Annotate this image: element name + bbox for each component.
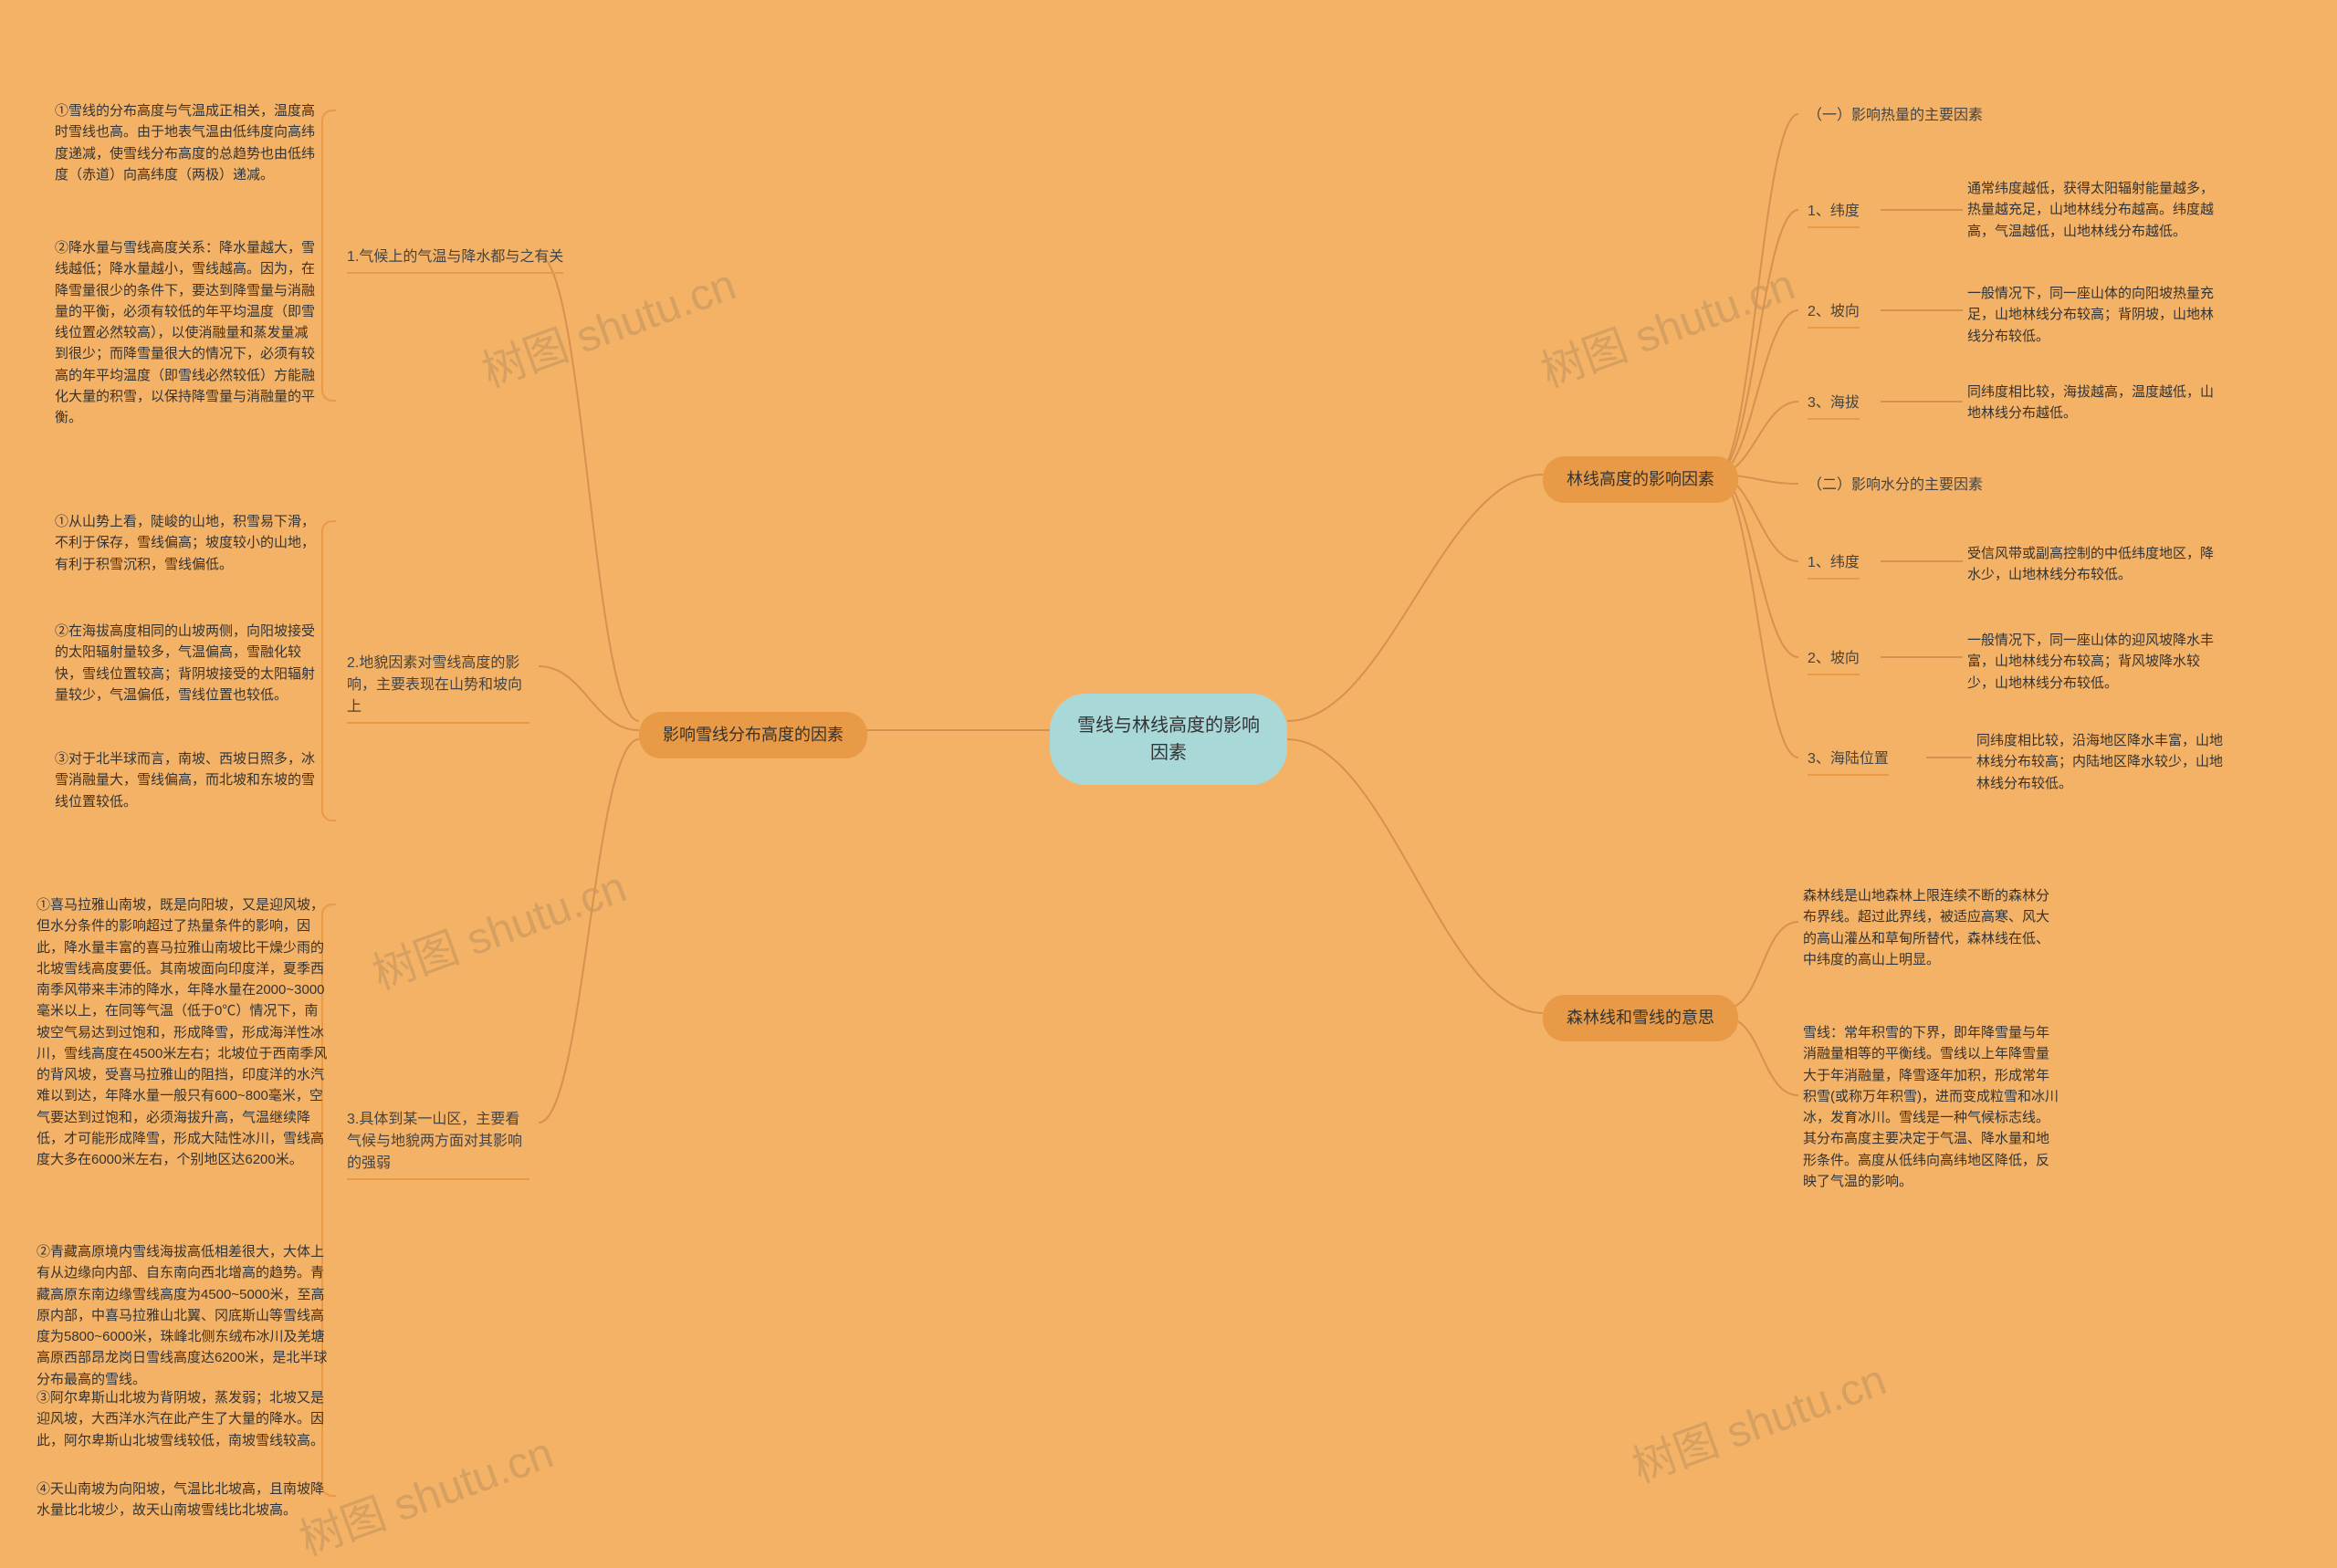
r1-leaf-6: 同纬度相比较，沿海地区降水丰富，山地林线分布较高；内陆地区降水较少，山地林线分布… [1976, 730, 2232, 794]
r2-leaf-1: 森林线是山地森林上限连续不断的森林分布界线。超过此界线，被适应高寒、风大的高山灌… [1803, 885, 2059, 970]
left-sub3-leaf1: ①喜马拉雅山南坡，既是向阳坡，又是迎风坡，但水分条件的影响超过了热量条件的影响，… [37, 894, 329, 1170]
r1-leaf-2: 一般情况下，同一座山体的向阳坡热量充足，山地林线分布较高；背阴坡，山地林线分布较… [1967, 283, 2223, 347]
watermark: 树图 shutu.cn [362, 851, 634, 1001]
left-sub1-leaf2: ②降水量与雪线高度关系：降水量越大，雪线越低；降水量越小，雪线越高。因为，在降雪… [55, 237, 320, 428]
r1-sec-b: （二）影响水分的主要因素 [1808, 475, 1983, 497]
r1-leaf-5: 一般情况下，同一座山体的迎风坡降水丰富，山地林线分布较高；背风坡降水较少，山地林… [1967, 630, 2223, 694]
left-sub2-leaf2: ②在海拔高度相同的山坡两侧，向阳坡接受的太阳辐射量较多，气温偏高，雪融化较快，雪… [55, 621, 320, 706]
left-sub3-leaf4: ④天山南坡为向阳坡，气温比北坡高，且南坡降水量比北坡少，故天山南坡雪线比北坡高。 [37, 1479, 329, 1521]
watermark: 树图 shutu.cn [1531, 248, 1802, 399]
r1-sub-2: 2、坡向 [1808, 301, 1860, 329]
left-sub-3: 3.具体到某一山区，主要看气候与地貌两方面对其影响的强弱 [347, 1109, 529, 1180]
r1-sec-a: （一）影响热量的主要因素 [1808, 105, 1983, 127]
bracket [321, 520, 336, 821]
left-sub3-leaf2: ②青藏高原境内雪线海拔高低相差很大，大体上有从边缘向内部、自东南向西北增高的趋势… [37, 1241, 329, 1390]
r1-sub-5: 2、坡向 [1808, 648, 1860, 675]
branch-right2: 森林线和雪线的意思 [1543, 995, 1738, 1041]
center-node: 雪线与林线高度的影响因素 [1050, 694, 1287, 785]
watermark: 树图 shutu.cn [1622, 1343, 1893, 1494]
left-sub3-leaf3: ③阿尔卑斯山北坡为背阴坡，蒸发弱；北坡又是迎风坡，大西洋水汽在此产生了大量的降水… [37, 1387, 329, 1451]
branch-left: 影响雪线分布高度的因素 [639, 712, 867, 758]
r1-sub-6: 3、海陆位置 [1808, 748, 1889, 776]
r1-leaf-4: 受信风带或副高控制的中低纬度地区，降水少，山地林线分布较低。 [1967, 543, 2223, 586]
r1-sub-4: 1、纬度 [1808, 552, 1860, 580]
left-sub-1: 1.气候上的气温与降水都与之有关 [347, 246, 563, 274]
branch-right1: 林线高度的影响因素 [1543, 456, 1738, 503]
left-sub1-leaf1: ①雪线的分布高度与气温成正相关，温度高时雪线也高。由于地表气温由低纬度向高纬度递… [55, 100, 320, 185]
r1-leaf-3: 同纬度相比较，海拔越高，温度越低，山地林线分布越低。 [1967, 382, 2223, 424]
r1-sub-3: 3、海拔 [1808, 392, 1860, 420]
r2-leaf-2: 雪线：常年积雪的下界，即年降雪量与年消融量相等的平衡线。雪线以上年降雪量大于年消… [1803, 1022, 2059, 1192]
left-sub2-leaf1: ①从山势上看，陡峻的山地，积雪易下滑，不利于保存，雪线偏高；坡度较小的山地，有利… [55, 511, 320, 575]
left-sub2-leaf3: ③对于北半球而言，南坡、西坡日照多，冰雪消融量大，雪线偏高，而北坡和东坡的雪线位… [55, 748, 320, 812]
r1-leaf-1: 通常纬度越低，获得太阳辐射能量越多，热量越充足，山地林线分布越高。纬度越高，气温… [1967, 178, 2223, 242]
r1-sub-1: 1、纬度 [1808, 201, 1860, 228]
left-sub-2: 2.地貌因素对雪线高度的影响，主要表现在山势和坡向上 [347, 653, 529, 724]
bracket [321, 110, 336, 402]
